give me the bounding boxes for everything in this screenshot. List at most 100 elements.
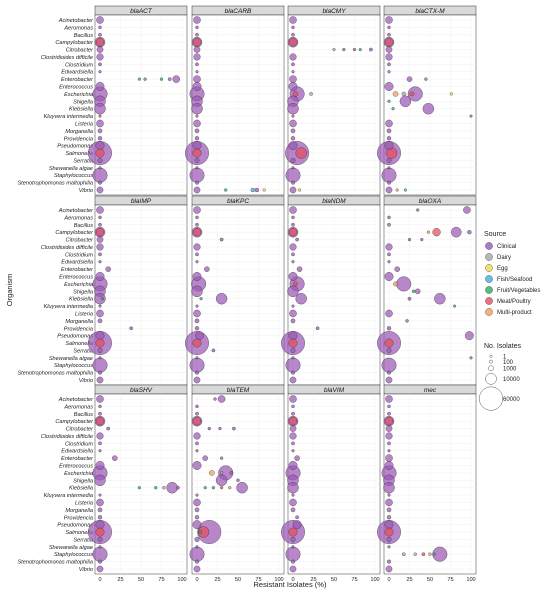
data-point	[291, 404, 295, 409]
y-tick-label: Pseudomonas	[57, 334, 93, 340]
data-point	[193, 206, 201, 214]
data-point	[95, 527, 105, 537]
data-point	[195, 252, 199, 257]
data-point	[291, 180, 295, 185]
data-point	[98, 62, 102, 67]
data-point	[193, 432, 201, 440]
y-tick-label: Shewanella algae	[49, 545, 93, 551]
data-point	[192, 272, 202, 281]
y-tick-label: Staphylococcus	[54, 552, 93, 558]
data-point	[387, 404, 391, 409]
data-point	[432, 228, 441, 237]
panel-title: blaTEM	[227, 387, 250, 394]
data-point	[95, 520, 105, 530]
data-point	[421, 552, 426, 557]
data-point	[100, 297, 105, 301]
legend-label: Egg	[497, 266, 508, 272]
data-point	[295, 515, 299, 520]
data-point	[288, 417, 298, 426]
panel-title: blaACT	[130, 8, 153, 15]
data-point	[189, 546, 205, 562]
data-point	[98, 559, 102, 564]
data-point	[449, 92, 453, 96]
panel-blaOXA: blaOXA	[377, 195, 477, 386]
data-point	[193, 309, 201, 318]
data-point	[290, 157, 296, 163]
y-tick-label: Enterococcus	[59, 275, 93, 281]
data-point	[195, 370, 199, 375]
data-point	[98, 222, 102, 227]
data-point	[393, 281, 398, 287]
data-point	[199, 297, 203, 301]
x-tick-label: 100	[274, 577, 283, 583]
y-tick-label: Pseudomonas	[57, 144, 93, 150]
data-point	[218, 426, 222, 431]
data-point	[98, 370, 102, 375]
data-point	[384, 272, 394, 281]
y-tick-label: Shigella	[73, 478, 93, 484]
data-point	[428, 552, 432, 556]
y-tick-label: Enterobacter	[61, 456, 94, 462]
data-point	[420, 237, 424, 242]
data-point	[407, 86, 423, 102]
y-tick-label: Escherichia	[64, 471, 93, 477]
data-point	[387, 370, 391, 375]
legend-swatch	[485, 297, 493, 305]
x-tick-label: 75	[158, 577, 164, 583]
legend-size-circle	[488, 365, 494, 372]
data-point	[385, 376, 393, 384]
data-point	[385, 119, 393, 128]
data-point	[288, 38, 298, 47]
legend-swatch	[485, 253, 493, 261]
y-tick-label: Listeria	[75, 500, 93, 506]
data-point	[219, 456, 224, 460]
data-point	[399, 95, 412, 107]
data-point	[384, 38, 394, 47]
legend-label: Dairy	[497, 255, 511, 261]
x-tick-label: 100	[466, 577, 475, 583]
data-point	[289, 186, 297, 194]
data-point	[386, 136, 392, 141]
data-point	[193, 75, 201, 83]
data-point	[95, 331, 105, 341]
data-point	[289, 425, 297, 432]
y-tick-label: Aeromonas	[63, 404, 93, 410]
data-point	[381, 167, 397, 183]
panel-title: blaIMP	[131, 198, 152, 205]
data-point	[96, 395, 104, 403]
legend-label: 60000	[503, 397, 520, 403]
y-tick-label: Serratia	[73, 158, 93, 164]
data-point	[236, 482, 248, 494]
data-point	[189, 357, 205, 373]
data-point	[413, 552, 417, 556]
legend-label: Clinical	[497, 244, 516, 250]
y-tick-label: Listeria	[75, 311, 93, 317]
data-point	[95, 461, 105, 470]
y-tick-label: Enterobacter	[61, 267, 94, 273]
data-point	[176, 485, 180, 490]
data-point	[290, 318, 296, 324]
y-tick-label: Vibrio	[79, 188, 93, 194]
data-point	[288, 338, 298, 348]
data-point	[192, 520, 202, 530]
x-tick-label: 0	[387, 577, 390, 583]
x-tick-label: 100	[177, 577, 186, 583]
data-point	[98, 449, 102, 453]
data-point	[195, 331, 204, 341]
data-point	[289, 53, 297, 61]
data-point	[195, 356, 199, 360]
data-point	[215, 474, 228, 486]
x-tick-label: 0	[195, 577, 198, 583]
data-point	[463, 206, 471, 214]
panel-blaKPC: blaKPC	[185, 195, 285, 386]
y-tick-label: Listeria	[75, 121, 93, 127]
data-point	[383, 482, 395, 494]
data-point	[97, 318, 103, 324]
data-point	[384, 417, 394, 426]
y-tick-label: Shigella	[73, 99, 93, 105]
data-point	[96, 498, 104, 507]
data-point	[97, 515, 103, 520]
data-point	[105, 266, 111, 272]
